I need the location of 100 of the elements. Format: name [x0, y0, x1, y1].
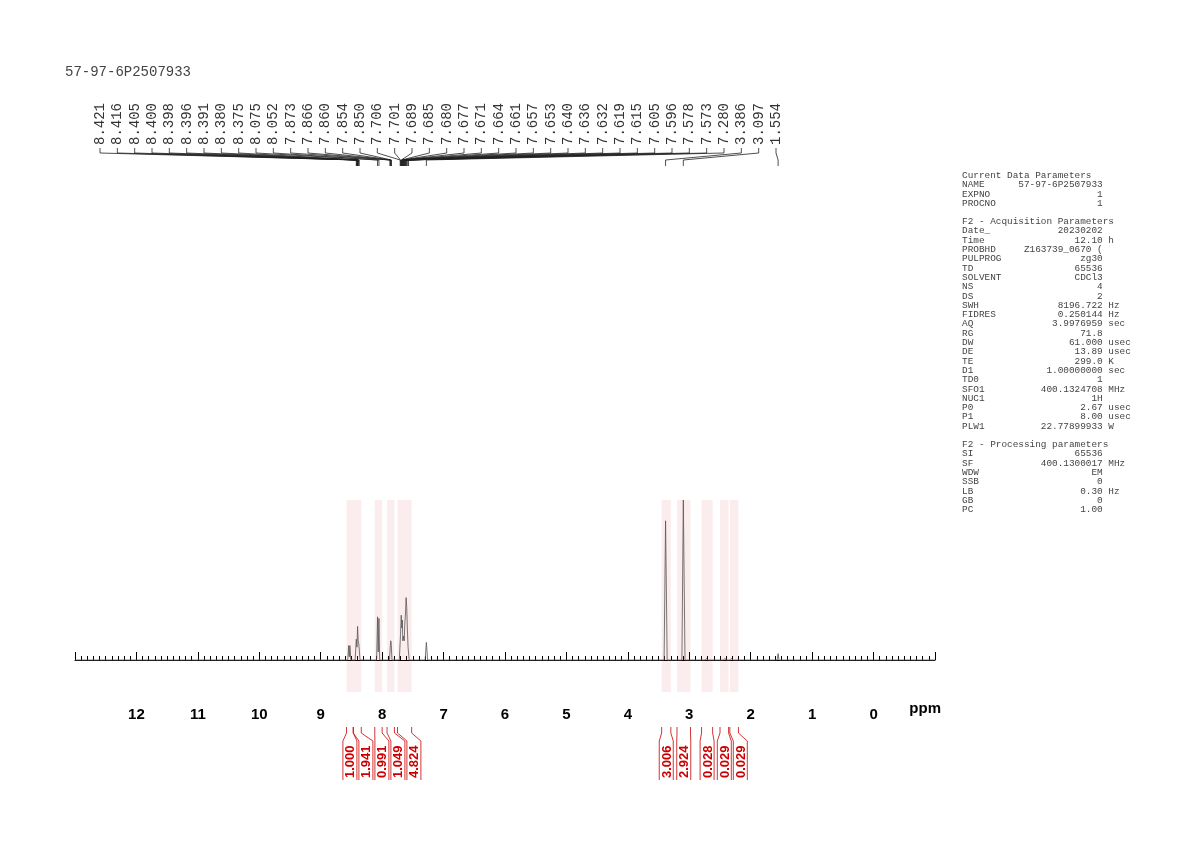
annotation: 7.573	[698, 102, 715, 145]
annotation: 8.398	[161, 102, 178, 145]
text: D1 1.00000000 sec	[962, 364, 1127, 376]
x-tick-label: 10	[250, 705, 268, 722]
text: P1 8.00 usec	[962, 411, 1131, 423]
band-label: 0.028	[699, 745, 715, 778]
text: SI 65536	[962, 448, 1103, 460]
text: NS 4	[962, 281, 1104, 293]
annotation: 7.689	[404, 102, 420, 145]
x-axis-title: ppm	[909, 699, 941, 716]
x-tick-label: 3	[685, 705, 694, 722]
annotation: 8.416	[109, 102, 126, 145]
text: GB 0	[962, 494, 1104, 506]
text: AQ 3.9976959 sec	[962, 318, 1127, 330]
annotation: 7.605	[646, 102, 663, 145]
x-tick-label: 4	[623, 705, 633, 722]
annotation: 7.640	[560, 102, 576, 145]
annotation: 7.615	[629, 102, 646, 145]
text: TD 65536	[962, 262, 1104, 274]
annotation: 7.680	[438, 102, 455, 145]
x-tick-label: 7	[439, 705, 448, 722]
band-label: 4.824	[406, 744, 422, 778]
text: NAME 57-97-6P2507933	[962, 179, 1104, 191]
x-tick-label: 12	[128, 705, 145, 722]
annotation: 3.386	[733, 102, 750, 145]
text: SSB 0	[962, 476, 1104, 488]
text: RG 71.8	[962, 327, 1104, 339]
annotation: 8.421	[92, 102, 108, 145]
text: PULPROG zg30	[962, 253, 1104, 265]
x-tick-label: 9	[316, 705, 325, 722]
annotation: 8.380	[213, 102, 230, 145]
annotation: 7.636	[577, 102, 594, 145]
annotation: 8.052	[265, 102, 282, 145]
text: SFO1 400.1324708 MHz	[962, 383, 1127, 395]
band-label: 3.006	[658, 745, 674, 778]
text: SF 400.1300017 MHz	[962, 457, 1127, 469]
annotation: 8.400	[144, 102, 160, 145]
annotation: 7.706	[369, 102, 386, 145]
text: TE 299.0 K	[962, 355, 1115, 367]
annotation: 7.850	[352, 102, 368, 145]
annotation: 8.075	[248, 102, 264, 145]
text: F2 - Acquisition Parameters	[962, 216, 1115, 228]
text: PLW1 22.77899933 W	[962, 420, 1115, 432]
text: SOLVENT CDCl3	[962, 271, 1104, 283]
text: FIDRES 0.250144 Hz	[962, 309, 1121, 321]
text: NUC1 1H	[962, 392, 1104, 404]
text: TD0 1	[962, 374, 1104, 386]
text: Current Data Parameters	[962, 170, 1093, 181]
x-tick-label: 2	[746, 705, 755, 722]
annotation: 7.280	[716, 102, 732, 145]
annotation: 7.657	[525, 102, 542, 145]
annotation: 7.653	[542, 102, 559, 145]
text: PC 1.00	[962, 504, 1104, 516]
annotation: 7.671	[473, 102, 490, 145]
band-label: 2.924	[676, 744, 692, 778]
annotation: 7.854	[334, 102, 351, 145]
annotation: 1.554	[768, 102, 784, 145]
annotation: 8.391	[196, 102, 212, 145]
x-tick-label: 5	[562, 705, 571, 722]
annotation: 7.677	[456, 102, 472, 145]
text: SWH 8196.722 Hz	[962, 299, 1121, 311]
text: DW 61.000 usec	[962, 337, 1131, 349]
text: WDW EM	[962, 466, 1104, 478]
text: PROBHD Z163739_0670 (	[962, 244, 1104, 256]
x-tick-label: 6	[500, 705, 510, 722]
annotation: 7.873	[282, 102, 299, 145]
chart-title: 57-97-6P2507933	[65, 64, 192, 80]
annotation: 8.396	[178, 102, 195, 145]
text: EXPNO 1	[962, 188, 1104, 200]
annotation: 7.619	[612, 102, 628, 145]
text: DE 13.89 usec	[962, 346, 1131, 358]
annotation: 8.375	[230, 102, 247, 145]
annotation: 7.596	[664, 102, 680, 145]
band-label: 1.941	[358, 745, 374, 778]
x-tick-label: 0	[869, 705, 878, 722]
text: P0 2.67 usec	[962, 402, 1131, 414]
annotation: 7.685	[421, 102, 438, 145]
text: PROCNO 1	[962, 197, 1104, 209]
band-label: 1.049	[390, 745, 406, 778]
band-label: 1.000	[342, 745, 358, 778]
annotation: 7.860	[317, 102, 334, 145]
annotation: 3.097	[750, 102, 767, 145]
text: Time 12.10 h	[962, 234, 1115, 246]
annotation: 8.405	[126, 102, 143, 145]
x-tick-label: 1	[807, 705, 817, 722]
annotation: 7.664	[490, 102, 507, 145]
band-label: 0.991	[374, 745, 390, 778]
text: DS 2	[962, 290, 1104, 302]
annotation: 7.866	[300, 102, 316, 145]
x-tick-label: 11	[189, 705, 206, 722]
text: F2 - Processing parameters	[962, 439, 1110, 451]
text: LB 0.30 Hz	[962, 485, 1121, 497]
annotation: 7.632	[594, 102, 611, 145]
annotation: 7.701	[386, 102, 403, 145]
text: Date_ 20230202	[962, 225, 1104, 237]
band-label: 0.029	[732, 745, 748, 778]
annotation: 7.661	[508, 102, 524, 145]
x-tick-label: 8	[377, 705, 387, 722]
band-label: 0.029	[716, 745, 732, 778]
annotation: 7.578	[681, 102, 698, 145]
